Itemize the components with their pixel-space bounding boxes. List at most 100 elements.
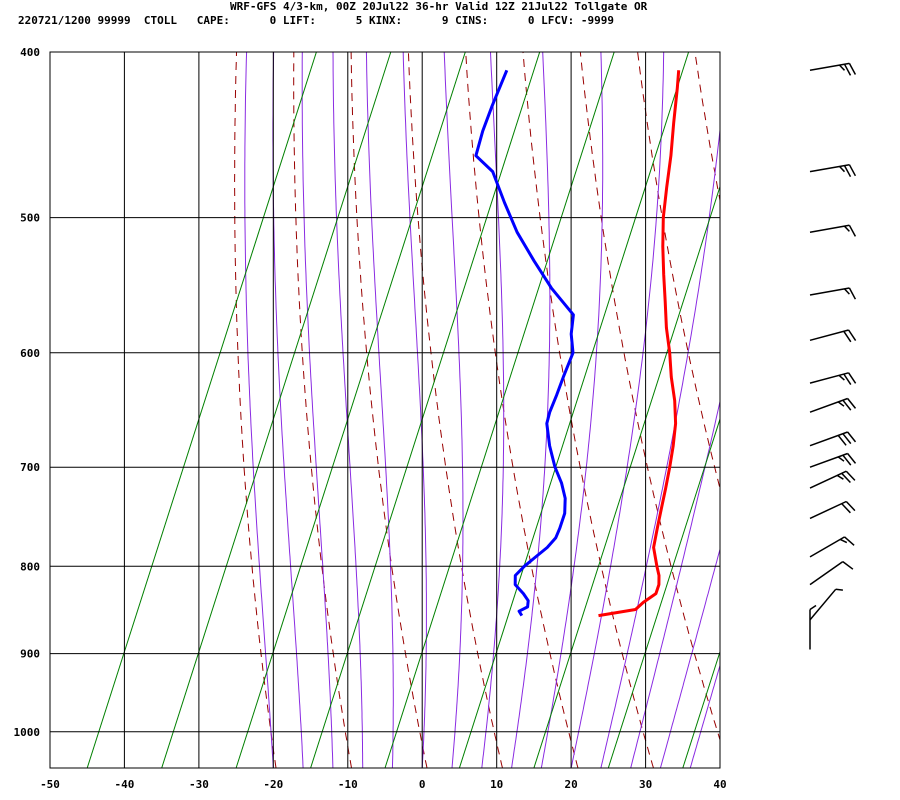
dry-adiabat bbox=[293, 52, 352, 768]
barb-flag bbox=[843, 165, 852, 178]
pressure-tick-label: 800 bbox=[20, 560, 40, 573]
moist-adiabat bbox=[689, 663, 720, 768]
dry-adiabat bbox=[407, 52, 503, 768]
barb-flag bbox=[842, 433, 852, 445]
barb-shaft bbox=[809, 560, 844, 586]
temperature-tick-label: -30 bbox=[189, 778, 209, 791]
barb-flag bbox=[845, 500, 856, 512]
barb-flag bbox=[848, 287, 857, 300]
barb-flag bbox=[838, 374, 845, 381]
sounding-traces bbox=[474, 69, 681, 618]
barb-flag bbox=[843, 63, 852, 76]
barb-flag bbox=[848, 224, 857, 237]
temperature-tick-label: -20 bbox=[263, 778, 283, 791]
barb-flag bbox=[809, 604, 817, 611]
temperature-tick-label: -40 bbox=[114, 778, 134, 791]
wind-barb bbox=[809, 431, 857, 447]
dry-adiabat bbox=[234, 52, 277, 768]
moist-adiabat bbox=[570, 52, 665, 768]
moist-adiabat bbox=[365, 52, 394, 768]
stability-indices: 220721/1200 99999 CTOLL CAPE: 0 LIFT: 5 … bbox=[18, 14, 615, 27]
barb-flag bbox=[842, 399, 852, 411]
moist-adiabat bbox=[443, 52, 464, 768]
wind-barb bbox=[809, 224, 857, 237]
barb-flag bbox=[843, 225, 850, 232]
mixing-ratio-line bbox=[682, 650, 720, 768]
barb-flag bbox=[844, 536, 855, 546]
barb-shaft bbox=[809, 224, 850, 233]
background-lines bbox=[86, 43, 900, 768]
mixing-ratio-line bbox=[533, 185, 720, 768]
barb-flag bbox=[843, 373, 852, 386]
barb-shaft bbox=[809, 500, 847, 520]
barb-flag bbox=[842, 454, 852, 466]
wind-barbs bbox=[809, 62, 857, 650]
mixing-ratio-line bbox=[310, 52, 541, 768]
barb-flag bbox=[847, 372, 857, 384]
barb-flag bbox=[848, 63, 857, 75]
moist-adiabat bbox=[511, 52, 551, 768]
barb-shaft bbox=[809, 588, 837, 621]
pressure-tick-label: 600 bbox=[20, 347, 40, 360]
temperature-tick-label: 40 bbox=[713, 778, 726, 791]
barb-shaft bbox=[809, 62, 850, 72]
barb-flag bbox=[835, 588, 843, 591]
mixing-ratio-line bbox=[86, 52, 317, 768]
grid bbox=[50, 52, 720, 768]
barb-shaft bbox=[809, 470, 847, 489]
moist-adiabat bbox=[600, 125, 720, 768]
wind-barb bbox=[809, 588, 843, 621]
moist-adiabat bbox=[402, 52, 427, 768]
barb-shaft bbox=[809, 163, 850, 173]
mixing-ratio-line bbox=[384, 52, 615, 768]
wind-barb bbox=[809, 604, 817, 650]
barb-shaft bbox=[809, 372, 849, 384]
wind-barb bbox=[809, 397, 857, 413]
temperature-tick-label: 0 bbox=[419, 778, 426, 791]
temperature-tick-label: -10 bbox=[338, 778, 358, 791]
pressure-tick-label: 900 bbox=[20, 648, 40, 661]
barb-flag bbox=[847, 431, 857, 443]
barb-flag bbox=[838, 64, 846, 71]
dry-adiabat bbox=[579, 52, 720, 742]
moist-adiabat bbox=[301, 52, 334, 768]
wind-barb bbox=[809, 560, 854, 586]
barb-flag bbox=[847, 453, 857, 464]
dewpoint-trace bbox=[474, 69, 575, 617]
barb-flag bbox=[843, 330, 852, 343]
barb-flag bbox=[847, 329, 857, 342]
barb-flag bbox=[839, 538, 848, 544]
pressure-tick-label: 400 bbox=[20, 46, 40, 59]
barb-shaft bbox=[809, 431, 848, 447]
temperature-tick-label: 30 bbox=[639, 778, 652, 791]
pressure-tick-label: 1000 bbox=[14, 726, 41, 739]
pressure-tick-label: 700 bbox=[20, 461, 40, 474]
mixing-ratio-line bbox=[458, 52, 690, 768]
barb-shaft bbox=[809, 397, 848, 413]
wind-barb bbox=[809, 536, 855, 558]
temperature-tick-label: 20 bbox=[564, 778, 577, 791]
dry-adiabat bbox=[865, 43, 900, 768]
barb-flag bbox=[837, 401, 845, 407]
dry-adiabat bbox=[522, 52, 654, 768]
barb-flag bbox=[838, 165, 846, 173]
wind-barb bbox=[809, 452, 857, 468]
moist-adiabat bbox=[659, 547, 720, 768]
barb-flag bbox=[845, 470, 856, 481]
moist-adiabat bbox=[244, 52, 274, 768]
wind-barb bbox=[809, 62, 857, 76]
mixing-ratio-line bbox=[161, 52, 392, 768]
barb-shaft bbox=[809, 452, 848, 468]
barb-shaft bbox=[809, 536, 845, 558]
moist-adiabat bbox=[332, 52, 364, 768]
barb-shaft bbox=[809, 329, 849, 342]
plot-frame bbox=[49, 51, 721, 769]
barb-shaft bbox=[809, 287, 850, 296]
barb-flag bbox=[842, 561, 854, 570]
dry-adiabat bbox=[350, 52, 428, 768]
barb-flag bbox=[841, 503, 851, 514]
barb-flag bbox=[837, 456, 845, 462]
temperature-tick-label: 10 bbox=[490, 778, 503, 791]
chart-title: WRF-GFS 4/3-km, 00Z 20Jul22 36-hr Valid … bbox=[230, 0, 648, 13]
